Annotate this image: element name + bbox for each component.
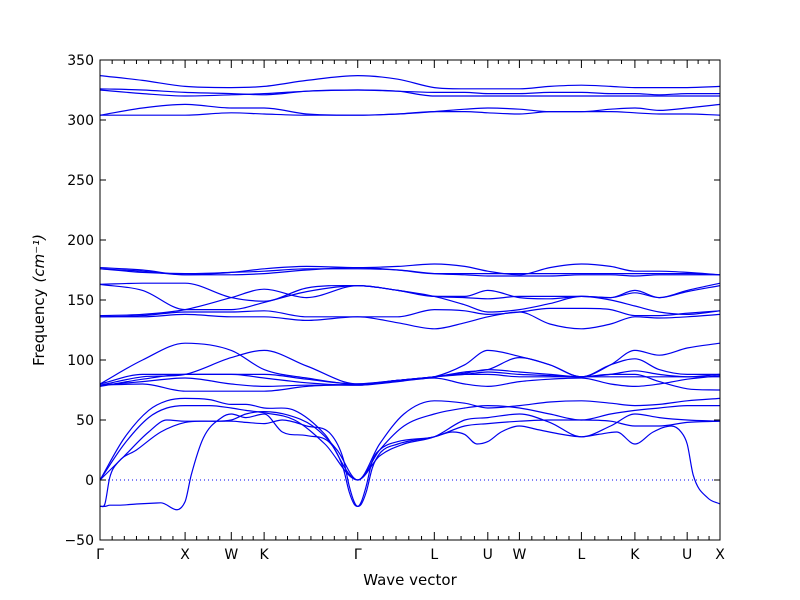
y-tick-label: 100	[67, 353, 94, 369]
x-tick-label: Γ	[354, 547, 362, 563]
y-tick-label: 350	[67, 53, 94, 69]
y-tick-label: 300	[67, 113, 94, 129]
band-line-4	[99, 405, 720, 481]
band-line-24	[99, 75, 721, 90]
band-line-1	[100, 413, 721, 511]
x-tick-label: U	[483, 547, 493, 563]
x-tick-label: K	[630, 547, 640, 563]
y-tick-label: 200	[67, 233, 94, 249]
x-tick-label: K	[260, 547, 270, 563]
x-tick-label: X	[715, 547, 725, 563]
band-line-13	[100, 311, 721, 330]
band-line-23	[99, 89, 720, 97]
band-line-20	[100, 111, 721, 116]
band-line-9	[99, 373, 720, 385]
x-tick-label: U	[682, 547, 692, 563]
band-line-3	[99, 411, 721, 481]
y-axis-label: Frequency (cm⁻¹)	[30, 234, 48, 366]
band-line-5	[99, 397, 721, 481]
x-tick-label: L	[578, 547, 586, 563]
band-line-22	[99, 88, 720, 97]
band-line-16	[99, 285, 721, 317]
y-tick-label: 150	[67, 293, 94, 309]
y-tick-label: −50	[64, 533, 94, 549]
y-tick-label: 250	[67, 173, 94, 189]
y-tick-label: 0	[85, 473, 94, 489]
band-line-11	[99, 349, 720, 386]
band-line-7	[99, 375, 721, 387]
band-line-19	[99, 268, 720, 277]
x-tick-label: Γ	[96, 547, 104, 563]
band-line-21	[99, 103, 721, 116]
band-line-10	[99, 342, 721, 385]
y-axis-unit: (cm⁻¹)	[30, 234, 48, 283]
x-tick-label: W	[512, 547, 526, 563]
x-tick-label: X	[180, 547, 190, 563]
y-tick-label: 50	[76, 413, 94, 429]
band-line-12	[99, 307, 721, 318]
x-tick-label: L	[430, 547, 438, 563]
band-line-17	[99, 267, 721, 276]
band-line-14	[99, 283, 721, 315]
x-axis-label: Wave vector	[363, 571, 457, 589]
band-lines	[99, 75, 721, 511]
band-line-2	[99, 419, 721, 508]
y-axis-ticks: −50 0 50 100 150 200 250 300 350	[64, 53, 720, 549]
x-tick-label: W	[224, 547, 238, 563]
y-axis-label-text: Frequency	[30, 288, 48, 366]
